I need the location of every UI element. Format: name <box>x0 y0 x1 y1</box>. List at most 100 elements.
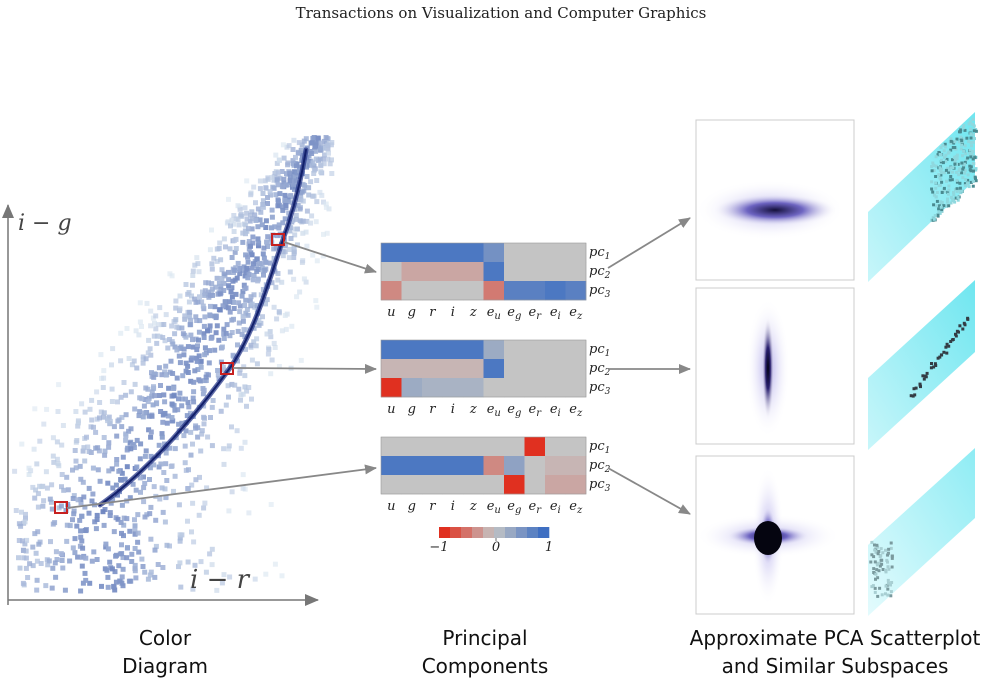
density-cell <box>306 192 312 198</box>
density-cell <box>124 326 130 331</box>
density-cell <box>213 330 219 336</box>
density-cell <box>118 330 124 336</box>
density-cell <box>120 454 126 460</box>
density-cell <box>23 548 29 554</box>
density-cell <box>281 176 287 182</box>
column-label-eu: eu <box>487 305 501 322</box>
density-cell <box>33 550 39 556</box>
density-cell <box>78 500 84 506</box>
density-cell <box>65 487 71 493</box>
density-cell <box>137 300 143 306</box>
subspace-point <box>969 165 973 169</box>
density-cell <box>199 299 205 305</box>
density-cell <box>177 390 183 396</box>
density-cell <box>53 549 59 555</box>
density-cell <box>147 477 152 482</box>
density-cell <box>128 446 134 452</box>
column-label-u: u <box>387 499 395 514</box>
density-cell <box>58 551 64 557</box>
density-cell <box>189 482 195 488</box>
density-cell <box>31 446 37 452</box>
density-cell <box>176 353 182 359</box>
density-cell <box>293 216 299 222</box>
density-cell <box>269 214 275 220</box>
subspace-point <box>947 344 951 348</box>
heatmap-3: pc1 pc2 pc3 u g r i z eu eg er ei ez <box>380 436 611 516</box>
arrow-6 <box>607 467 691 515</box>
density-cell <box>324 230 330 236</box>
density-cell <box>75 497 81 503</box>
density-cell <box>124 464 130 470</box>
density-cell <box>213 284 219 290</box>
density-cell <box>241 327 247 333</box>
density-cell <box>295 242 300 248</box>
density-cell <box>262 267 268 273</box>
density-cell <box>192 296 198 302</box>
selection-marker-1[interactable] <box>271 233 285 246</box>
density-cell <box>218 408 224 414</box>
subspace-point <box>878 561 882 565</box>
subspace-point <box>886 551 890 555</box>
density-cell <box>87 580 93 586</box>
subspace-point <box>937 204 941 208</box>
density-cell <box>309 140 315 146</box>
subspace-point <box>934 181 937 185</box>
density-cell <box>221 236 227 242</box>
density-cell <box>26 465 32 471</box>
subspace-point <box>936 356 940 360</box>
density-cell <box>301 276 307 282</box>
subspace-point <box>912 387 916 391</box>
colorbar-swatch <box>538 527 550 538</box>
density-cell <box>268 371 274 377</box>
density-cell <box>148 308 154 314</box>
column-label-er: er <box>529 305 543 322</box>
caption-color-diagram: Color Diagram <box>122 626 208 678</box>
density-cell <box>109 386 115 392</box>
column-label-eu: eu <box>487 402 501 419</box>
density-cell <box>152 547 158 553</box>
density-cell <box>279 328 285 334</box>
density-cell <box>80 448 86 454</box>
subspace-point <box>870 553 874 557</box>
density-cell <box>81 445 87 451</box>
subspace-point <box>938 168 942 172</box>
density-cell <box>142 569 148 575</box>
density-cell <box>293 212 299 218</box>
heatmap-cell <box>381 243 402 263</box>
density-cell <box>120 555 126 560</box>
density-cell <box>111 529 117 535</box>
density-cell <box>183 360 189 366</box>
density-cell <box>243 297 249 303</box>
density-cell <box>258 209 264 215</box>
heatmap-cell <box>463 359 484 379</box>
density-cell <box>210 398 216 403</box>
subspace-point <box>886 578 890 582</box>
density-cell <box>178 344 184 350</box>
subspace-point <box>966 156 970 160</box>
density-cell <box>303 229 309 235</box>
density-cell <box>187 313 193 318</box>
density-cell <box>269 280 275 286</box>
density-cell <box>119 424 125 430</box>
heatmap-cell <box>545 340 566 360</box>
density-cell <box>143 385 149 391</box>
density-cell <box>230 352 236 358</box>
subspace-point <box>961 176 965 180</box>
subspace-point <box>951 146 955 149</box>
density-cell <box>195 434 201 440</box>
subspace-point <box>875 568 879 572</box>
subspace-point <box>971 184 975 188</box>
subspace-point <box>942 171 946 175</box>
density-cell <box>304 208 310 214</box>
subspace-point <box>942 350 946 354</box>
density-cell <box>242 384 248 390</box>
subspace-point <box>955 163 958 166</box>
density-cell <box>160 335 166 340</box>
density-cell <box>238 212 244 217</box>
density-cell <box>209 443 215 449</box>
density-cell <box>198 358 204 364</box>
density-cell <box>228 289 234 295</box>
subspace-point <box>946 166 950 170</box>
density-cell <box>226 269 231 275</box>
density-cell <box>180 373 186 379</box>
